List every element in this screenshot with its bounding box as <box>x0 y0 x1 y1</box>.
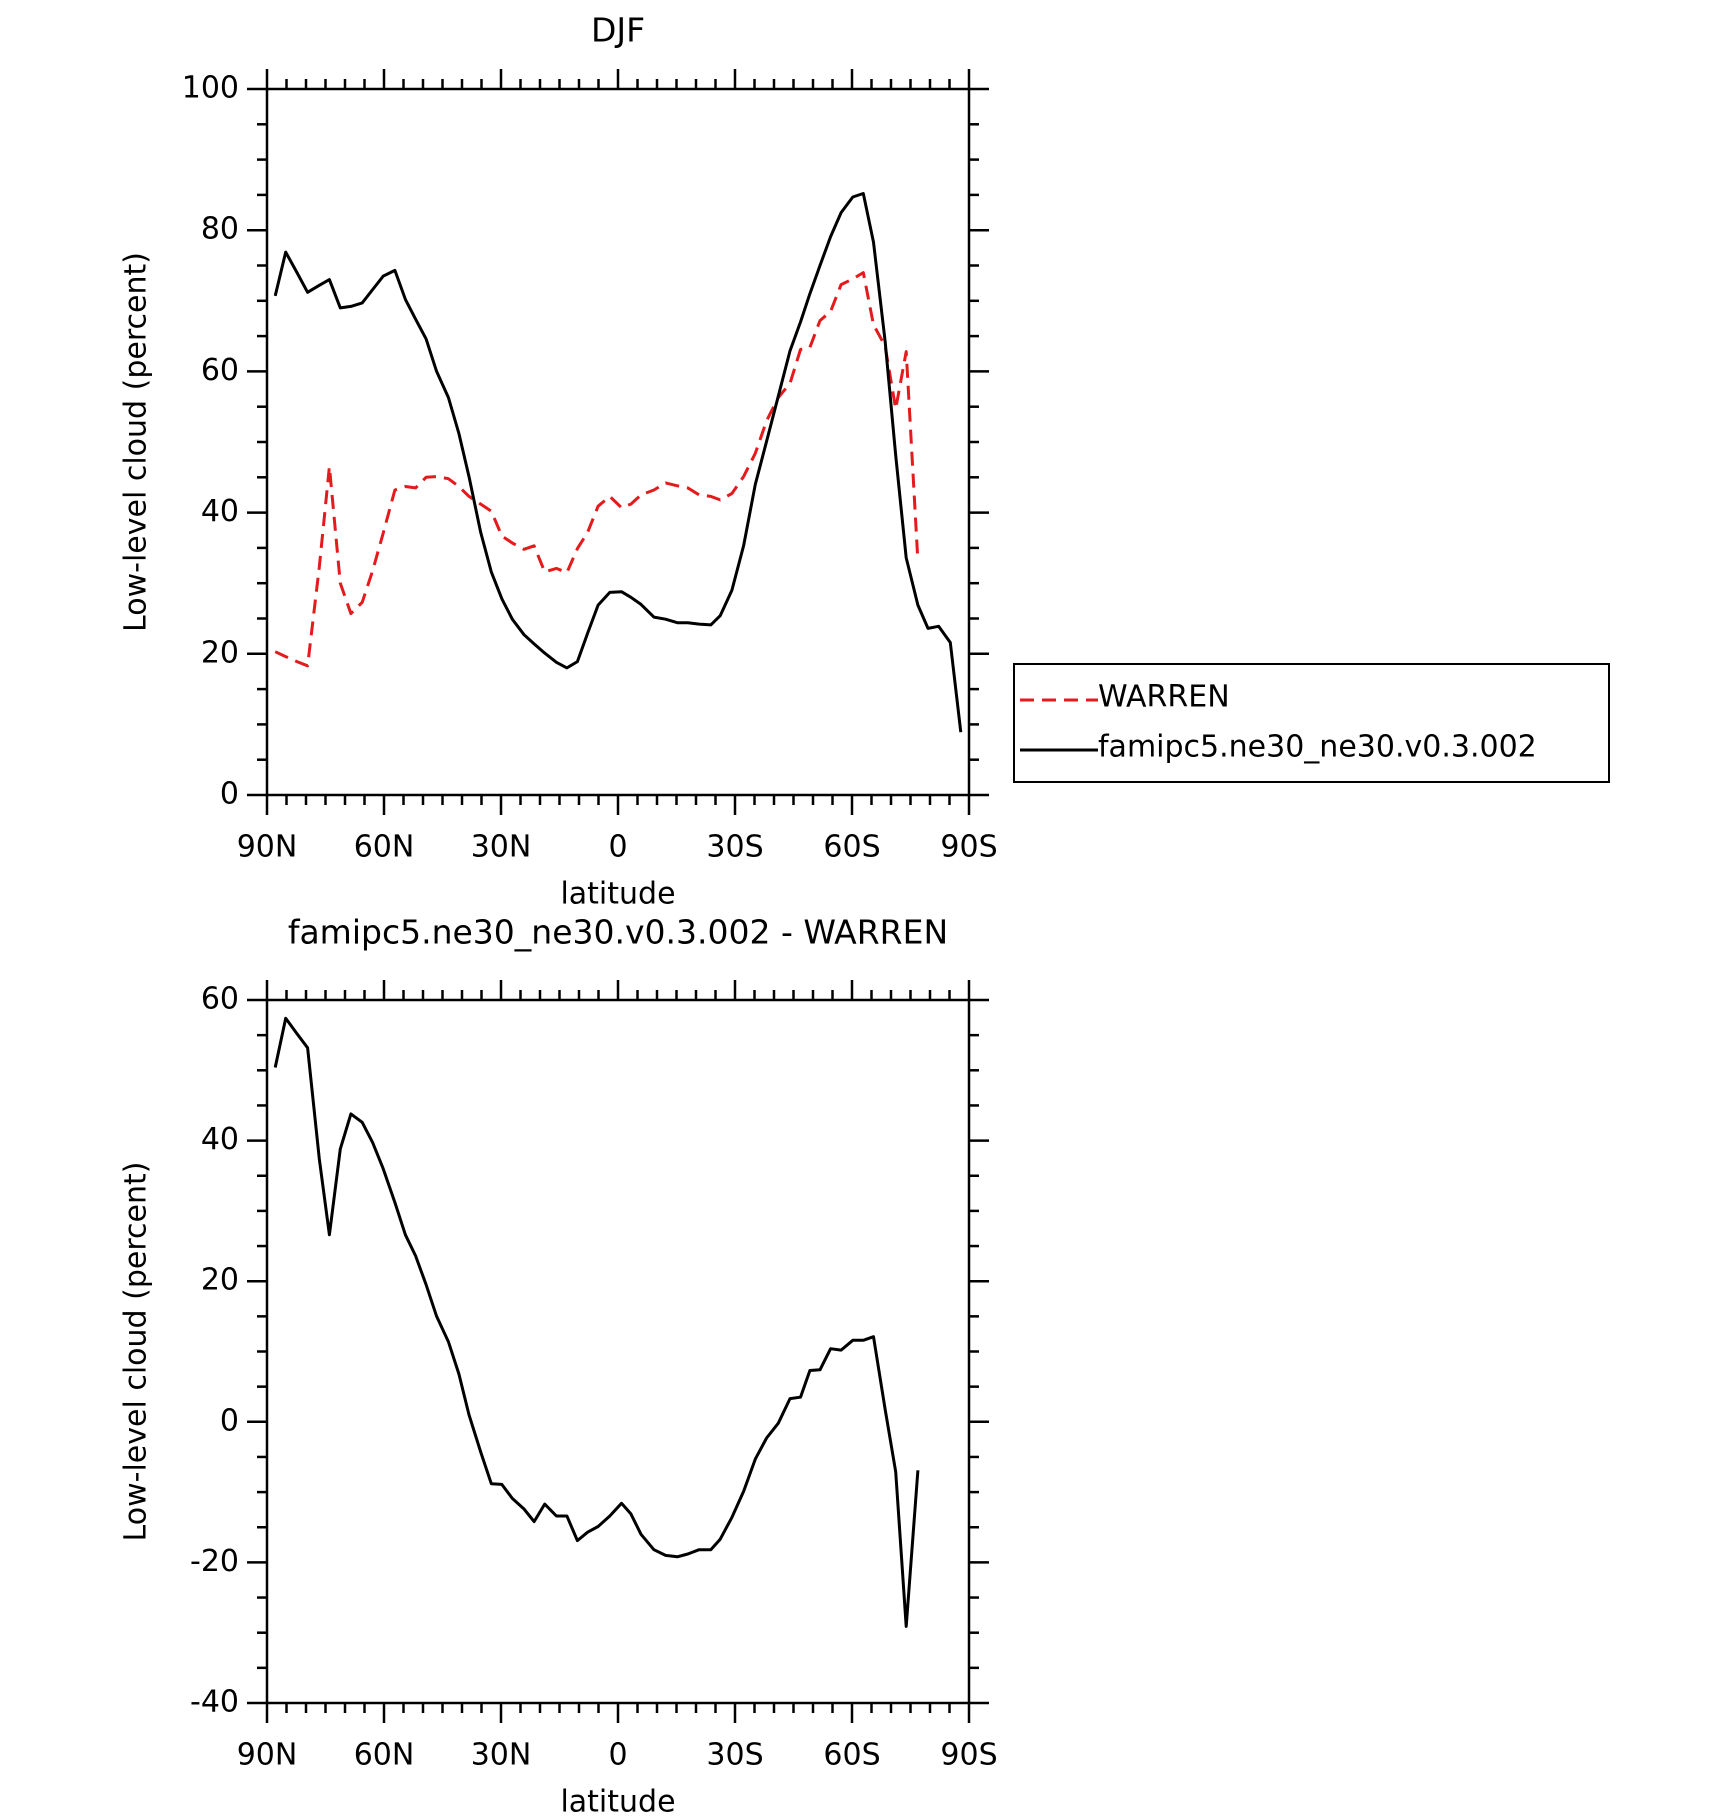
x-tick-label: 90S <box>940 1738 997 1773</box>
y-tick-label: 80 <box>201 212 239 247</box>
y-axis-label: Low-level cloud (percent) <box>119 1162 154 1542</box>
y-tick-label: 100 <box>182 71 239 106</box>
x-axis-label: latitude <box>560 877 675 912</box>
y-tick-label: 40 <box>201 494 239 529</box>
chart-title: DJF <box>591 11 645 50</box>
x-tick-label: 60N <box>354 830 415 865</box>
data-line <box>273 1016 920 1628</box>
chart-title: famipc5.ne30_ne30.v0.3.002 - WARREN <box>288 913 948 952</box>
x-tick-label: 60S <box>823 1738 880 1773</box>
y-tick-label: 0 <box>220 1403 239 1438</box>
x-tick-label: 30S <box>706 1738 763 1773</box>
x-tick-label: 30N <box>471 830 532 865</box>
x-tick-label: 30S <box>706 830 763 865</box>
legend-label: WARREN <box>1098 680 1230 715</box>
y-tick-label: 0 <box>220 777 239 812</box>
y-tick-label: 20 <box>201 635 239 670</box>
y-tick-label: 60 <box>201 982 239 1017</box>
legend-label: famipc5.ne30_ne30.v0.3.002 <box>1098 730 1537 765</box>
plot-frame <box>265 998 971 1705</box>
y-axis-label: Low-level cloud (percent) <box>119 252 154 632</box>
legend-box <box>1013 663 1610 783</box>
y-tick-label: 60 <box>201 353 239 388</box>
y-tick-label: -20 <box>190 1544 239 1579</box>
data-line <box>274 271 920 668</box>
x-axis-label: latitude <box>560 1785 675 1816</box>
x-tick-label: 60S <box>823 830 880 865</box>
x-tick-label: 0 <box>608 830 627 865</box>
x-tick-label: 30N <box>471 1738 532 1773</box>
data-line <box>273 192 963 733</box>
y-tick-label: 40 <box>201 1122 239 1157</box>
x-tick-label: 60N <box>354 1738 415 1773</box>
x-tick-label: 90N <box>237 830 298 865</box>
x-tick-label: 90S <box>940 830 997 865</box>
y-tick-label: 20 <box>201 1263 239 1298</box>
x-tick-label: 90N <box>237 1738 298 1773</box>
y-tick-label: -40 <box>190 1685 239 1720</box>
x-tick-label: 0 <box>608 1738 627 1773</box>
